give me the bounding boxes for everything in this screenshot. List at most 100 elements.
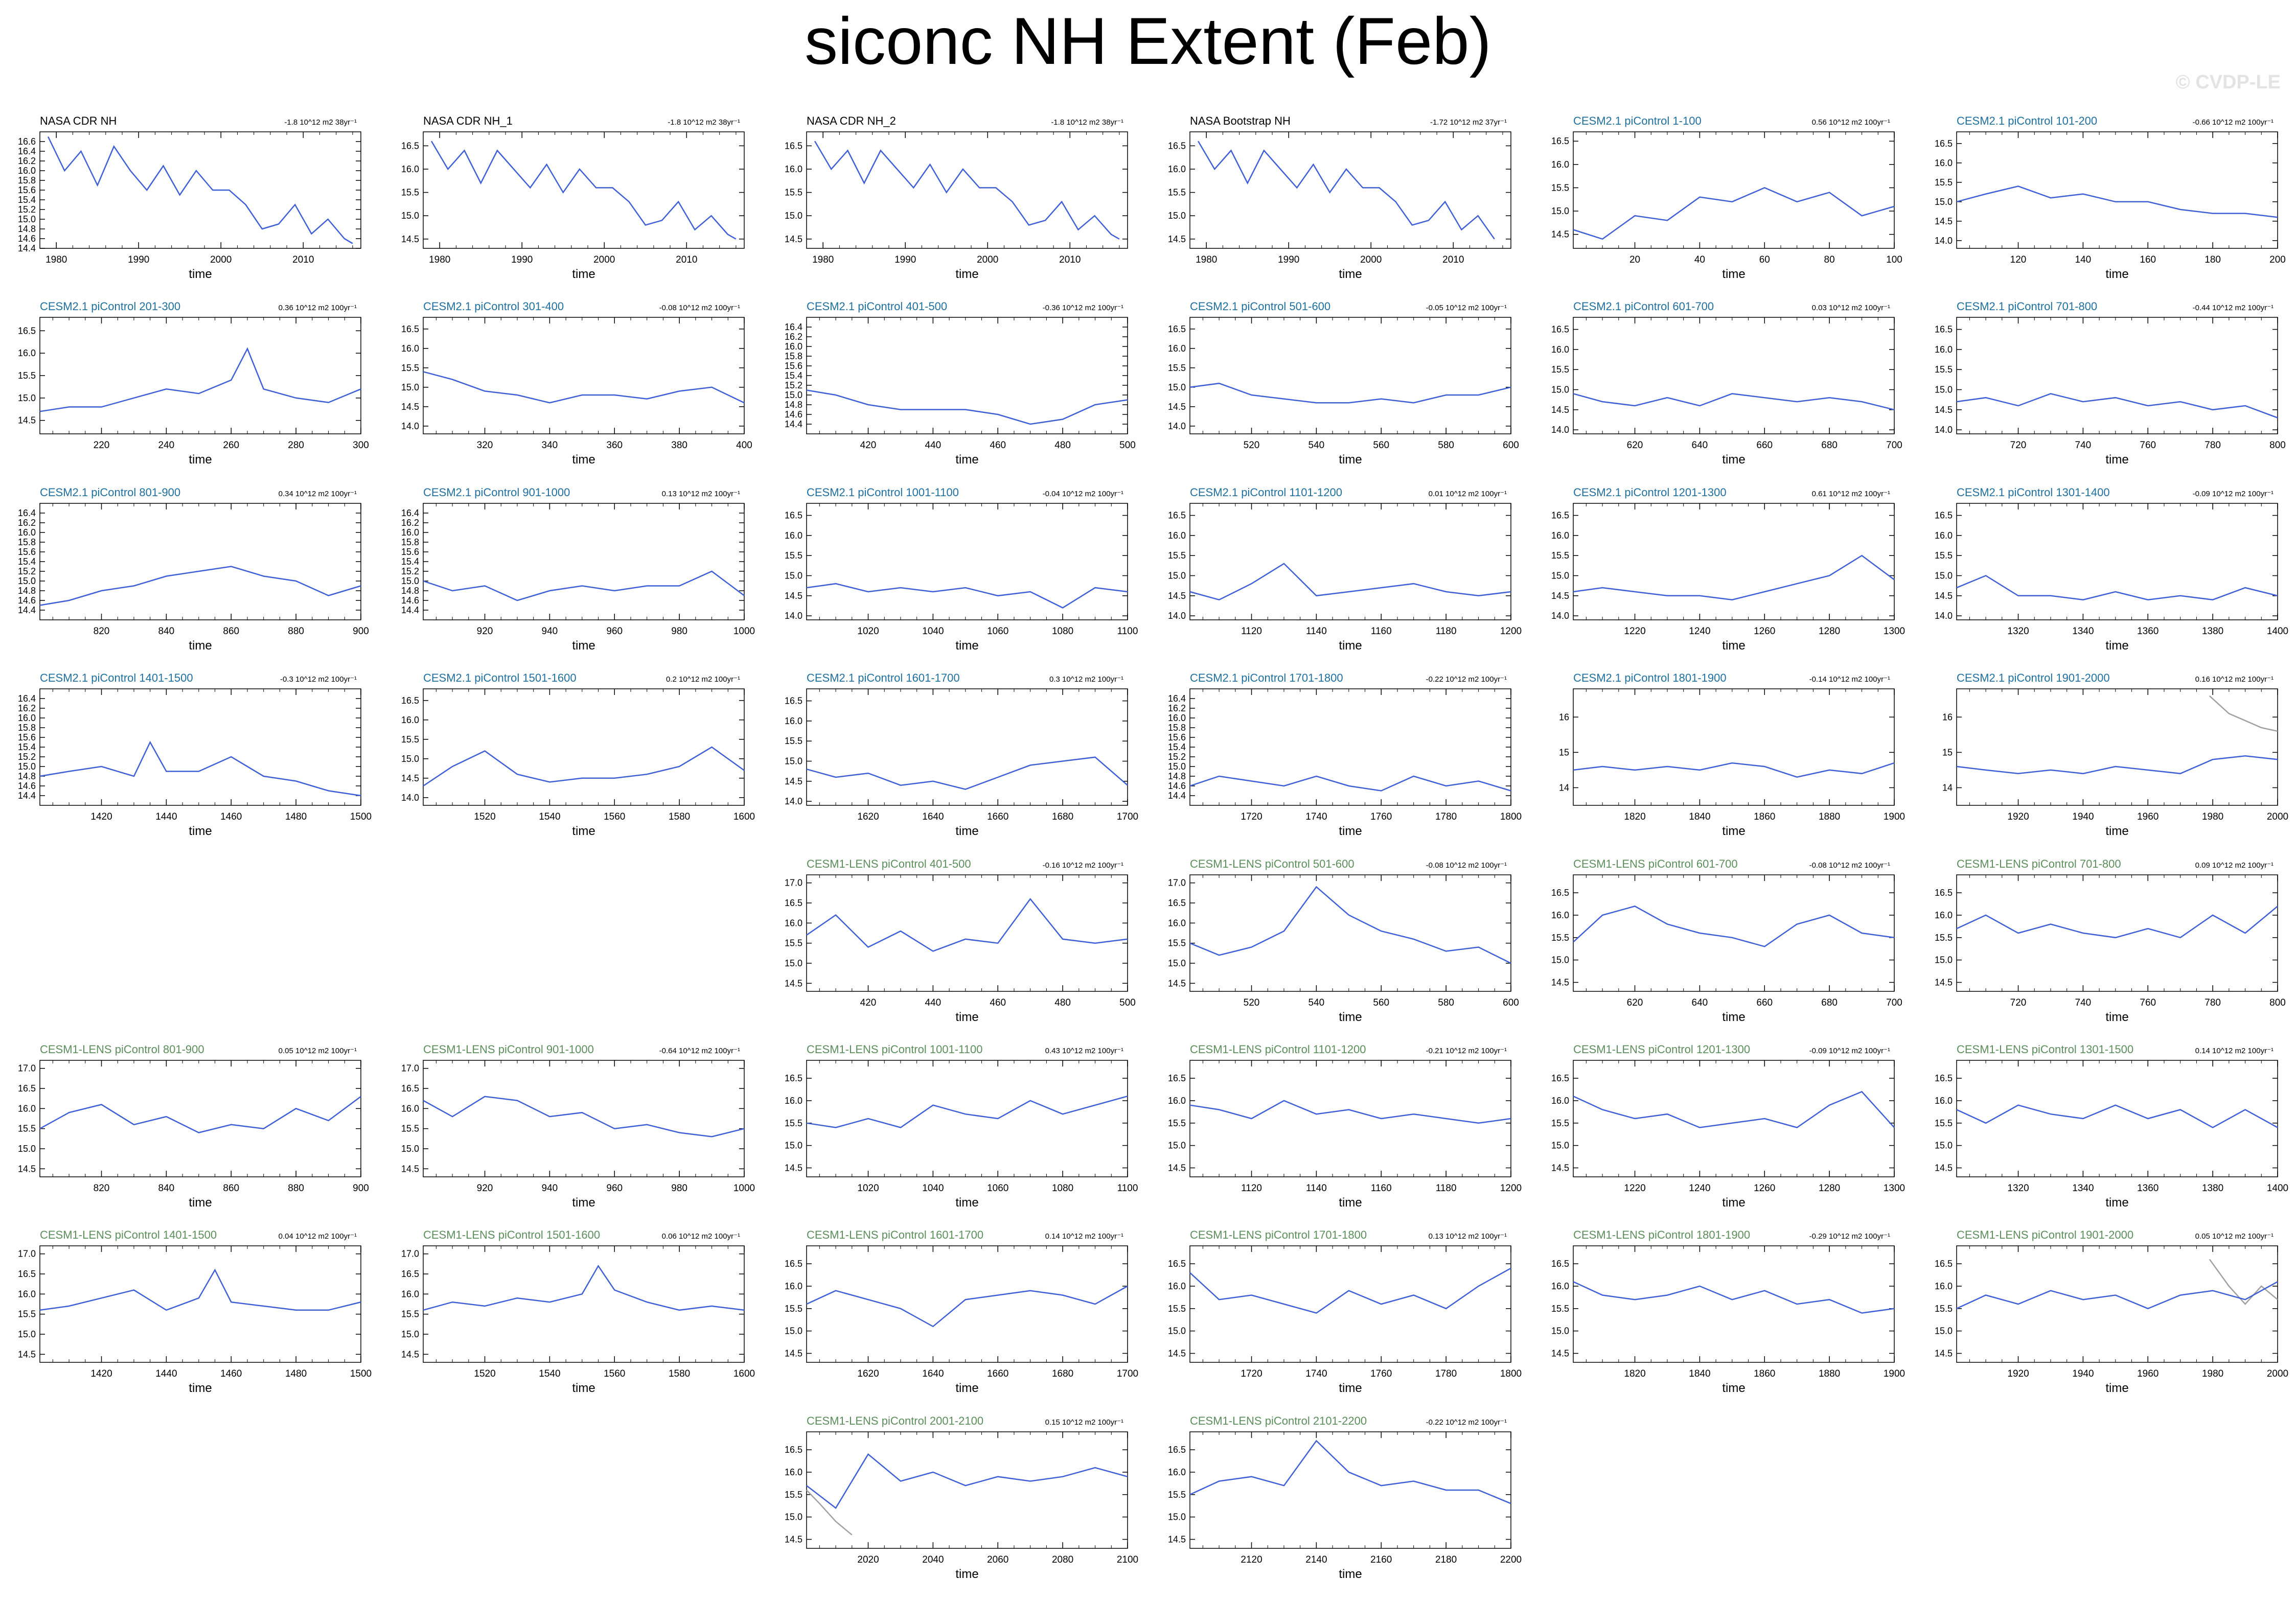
chart-title: CESM2.1 piControl 1-100 <box>1573 114 1702 127</box>
y-tick-label: 14.8 <box>1168 771 1186 781</box>
trend-label: 0.43 10^12 m2 100yr⁻¹ <box>1045 1047 1123 1055</box>
y-tick-label: 16.5 <box>785 1259 802 1269</box>
trend-label: 0.14 10^12 m2 100yr⁻¹ <box>1045 1232 1123 1241</box>
y-tick-label: 15.5 <box>1551 550 1569 561</box>
y-tick-label: 16.0 <box>18 348 36 358</box>
x-tick-label: 1380 <box>2202 1183 2223 1194</box>
chart-panel-cesm2-101-200: CESM2.1 piControl 101-200 -0.66 10^12 m2 … <box>1935 114 2286 281</box>
y-tick-label: 16.5 <box>401 1083 419 1094</box>
chart-title: CESM2.1 piControl 1101-1200 <box>1190 486 1342 499</box>
y-tick-label: 16.5 <box>1551 1073 1569 1083</box>
series-line <box>1573 1281 1895 1314</box>
chart-title: CESM2.1 piControl 301-400 <box>423 300 564 313</box>
x-tick-label: 1580 <box>669 811 690 822</box>
series-line <box>39 1268 361 1311</box>
x-tick-label: 2020 <box>857 1554 879 1565</box>
x-tick-label: 260 <box>223 440 239 451</box>
y-tick-label: 14.0 <box>785 611 802 621</box>
y-tick-label: 15.0 <box>18 393 36 403</box>
y-tick-label: 16.0 <box>1935 910 1953 920</box>
trend-label: 0.14 10^12 m2 100yr⁻¹ <box>2195 1047 2274 1055</box>
x-tick-label: 1120 <box>1241 626 1262 637</box>
trend-label: -0.21 10^12 m2 100yr⁻¹ <box>1426 1047 1507 1055</box>
x-tick-label: 1920 <box>2007 811 2029 822</box>
y-tick-label: 14.8 <box>785 400 802 410</box>
y-tick-label: 16.5 <box>1935 1259 1953 1269</box>
x-tick-label: 600 <box>1503 997 1519 1008</box>
x-tick-label: 1000 <box>733 1183 755 1194</box>
series-line <box>1956 755 2278 775</box>
x-axis-label: time <box>2105 1010 2128 1024</box>
y-tick-label: 14.5 <box>785 1163 802 1173</box>
x-tick-label: 620 <box>1627 440 1643 451</box>
y-tick-label: 16.0 <box>785 530 802 541</box>
y-tick-label: 16.5 <box>1168 1073 1186 1083</box>
x-tick-label: 1180 <box>1436 626 1457 637</box>
x-tick-label: 1420 <box>90 811 112 822</box>
chart-title: CESM1-LENS piControl 901-1000 <box>423 1043 594 1056</box>
y-tick-label: 16.4 <box>1168 693 1186 704</box>
y-tick-label: 16.2 <box>18 518 36 528</box>
plot-frame <box>1956 688 2278 806</box>
y-tick-label: 14.5 <box>1935 1163 1953 1173</box>
x-tick-label: 1220 <box>1624 1183 1645 1194</box>
y-tick-label: 15.4 <box>18 195 36 205</box>
chart-panel-cesm2-601-700: CESM2.1 piControl 601-700 0.03 10^12 m2 1… <box>1551 300 1902 467</box>
series-line <box>1573 906 1895 947</box>
chart-title: CESM1-LENS piControl 2101-2200 <box>1190 1414 1367 1427</box>
y-tick-label: 16.0 <box>1551 910 1569 920</box>
chart-panel-cesm1-1001-1100: CESM1-LENS piControl 1001-1100 0.43 10^12… <box>785 1043 1138 1210</box>
plot-frame <box>39 688 361 806</box>
y-tick-label: 15.5 <box>1935 364 1953 375</box>
y-tick-label: 16.5 <box>1551 136 1569 146</box>
y-tick-label: 15.5 <box>785 736 802 746</box>
trend-label: -0.09 10^12 m2 100yr⁻¹ <box>2193 490 2274 498</box>
y-tick-label: 16.0 <box>1551 1281 1569 1291</box>
y-tick-label: 15.0 <box>1935 1326 1953 1336</box>
x-tick-label: 1320 <box>2007 626 2029 637</box>
x-tick-label: 460 <box>990 440 1006 451</box>
series-line <box>1573 393 1895 411</box>
y-tick-label: 16.2 <box>18 156 36 166</box>
plot-frame <box>806 688 1128 806</box>
y-tick-label: 17.0 <box>401 1063 419 1074</box>
x-tick-label: 1680 <box>1052 811 1073 822</box>
y-tick-label: 16.6 <box>18 136 36 147</box>
x-tick-label: 500 <box>1119 997 1136 1008</box>
y-tick-label: 15.5 <box>18 370 36 381</box>
x-axis-label: time <box>2105 453 2128 467</box>
x-tick-label: 180 <box>2205 254 2221 265</box>
chart-panel-cesm1-1601-1700: CESM1-LENS piControl 1601-1700 0.14 10^12… <box>785 1228 1138 1395</box>
y-tick-label: 16.0 <box>401 527 419 538</box>
y-tick-label: 15.0 <box>1168 571 1186 581</box>
trend-label: 0.06 10^12 m2 100yr⁻¹ <box>662 1232 740 1241</box>
y-tick-label: 15.0 <box>785 958 802 968</box>
series-line <box>47 136 353 244</box>
y-tick-label: 14.6 <box>18 595 36 606</box>
y-tick-label: 15.5 <box>401 734 419 745</box>
y-tick-label: 15 <box>1942 747 1953 757</box>
x-tick-label: 1260 <box>1754 1183 1775 1194</box>
y-tick-label: 16.5 <box>1168 1259 1186 1269</box>
y-tick-label: 15.4 <box>18 556 36 567</box>
series-line <box>39 1096 361 1133</box>
y-tick-label: 14.0 <box>1551 425 1569 435</box>
x-tick-label: 1680 <box>1052 1368 1073 1379</box>
chart-title: CESM1-LENS piControl 1901-2000 <box>1957 1228 2133 1241</box>
trend-label: 0.01 10^12 m2 100yr⁻¹ <box>1429 490 1507 498</box>
y-tick-label: 16.0 <box>1168 918 1186 928</box>
chart-title: CESM2.1 piControl 1401-1500 <box>40 671 193 684</box>
x-tick-label: 820 <box>94 626 110 637</box>
x-tick-label: 340 <box>542 440 558 451</box>
y-tick-label: 14.5 <box>785 978 802 988</box>
chart-title: CESM1-LENS piControl 1001-1100 <box>807 1043 982 1056</box>
y-tick-label: 17.0 <box>1168 878 1186 888</box>
x-tick-label: 1240 <box>1689 626 1710 637</box>
x-axis-label: time <box>572 1381 595 1395</box>
y-tick-label: 15.5 <box>401 1309 419 1319</box>
x-tick-label: 740 <box>2075 440 2092 451</box>
y-tick-label: 16.5 <box>785 1445 802 1455</box>
y-tick-label: 15.8 <box>18 723 36 733</box>
x-tick-label: 920 <box>477 626 493 637</box>
y-tick-label: 16.5 <box>1551 324 1569 335</box>
